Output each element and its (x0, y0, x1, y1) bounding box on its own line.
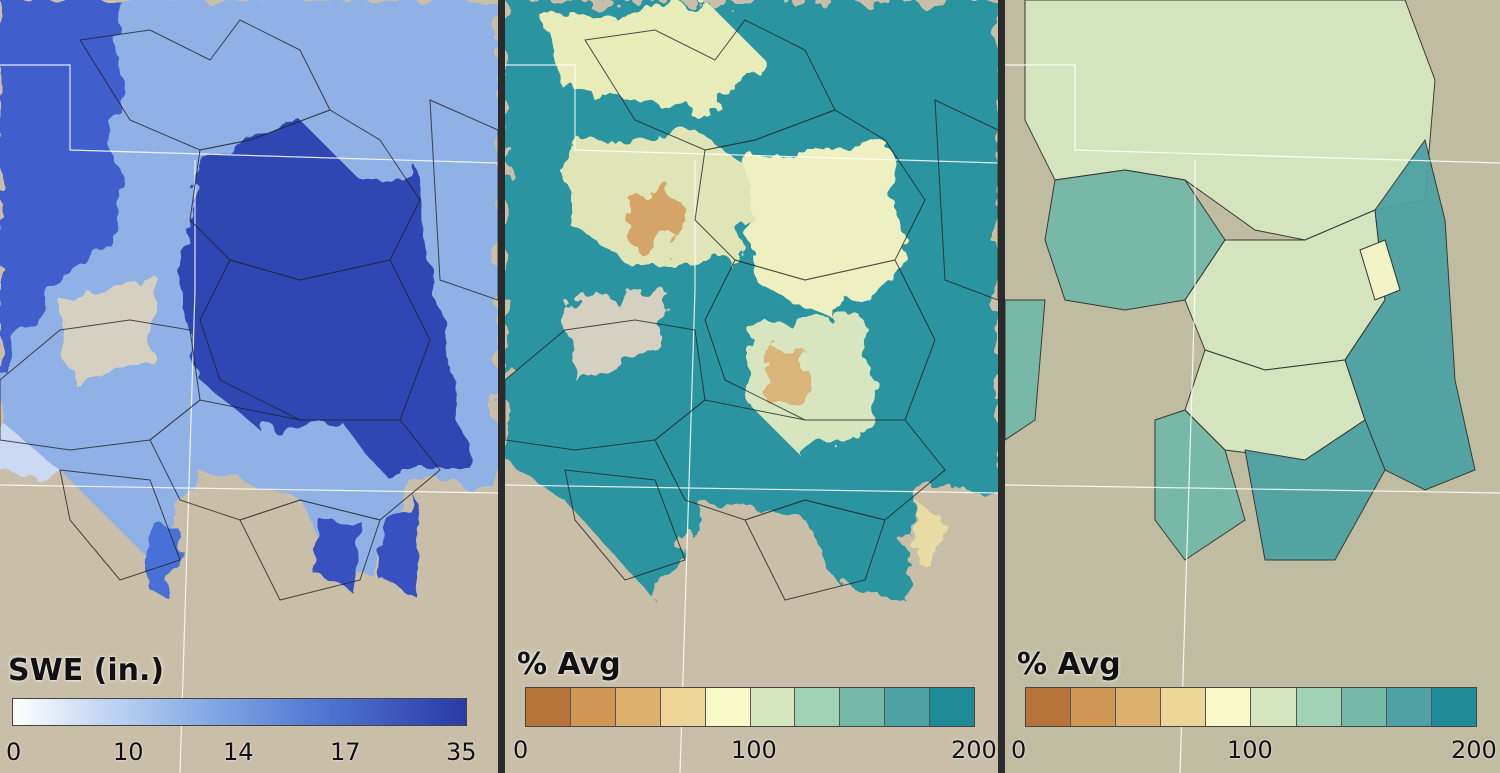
legend-swatch (570, 688, 616, 726)
legend-swatch (705, 688, 751, 726)
basin-boundaries (0, 19, 498, 601)
legend-swatch (615, 688, 661, 726)
swe-gradient-colorbar (12, 698, 467, 726)
percent-average-coverage (505, 0, 998, 600)
legend-swatch (1431, 688, 1476, 726)
swe-map (0, 0, 498, 773)
legend-swatch (1071, 688, 1117, 726)
percent-average-basin-panel: % Avg 0 100 200 (1005, 0, 1500, 773)
percent-average-grid-map (505, 0, 998, 773)
legend-title: SWE (in.) (8, 653, 165, 688)
legend-tick-label: 100 (1227, 736, 1273, 764)
legend-tick-label: 100 (731, 736, 777, 764)
legend-tick-label: 0 (513, 736, 529, 764)
legend-swatch (1341, 688, 1387, 726)
legend-swatch (930, 688, 975, 726)
legend-swatch (840, 688, 886, 726)
legend-swatch (750, 688, 796, 726)
legend-swatch (1026, 688, 1072, 726)
legend-title: % Avg (1017, 647, 1121, 682)
state-boundaries (505, 64, 998, 773)
legend-swatch (1386, 688, 1432, 726)
legend-title: % Avg (517, 647, 621, 682)
legend-tick-label: 200 (951, 736, 997, 764)
swe-map-panel: SWE (in.) 0 10 14 17 35 (0, 0, 498, 773)
state-boundaries (0, 64, 498, 773)
legend-swatch (1116, 688, 1162, 726)
legend-swatch (1296, 688, 1342, 726)
legend-tick-label: 14 (223, 738, 254, 766)
basin-polygons (1005, 0, 1476, 561)
swe-coverage (0, 0, 498, 600)
state-boundaries (1005, 64, 1500, 773)
legend-tick-label: 0 (6, 738, 22, 766)
percent-average-colorbar-grid (525, 687, 975, 727)
basin-boundaries (505, 19, 998, 601)
legend-swatch (1206, 688, 1252, 726)
legend-swatch (885, 688, 931, 726)
percent-average-colorbar-basin (1025, 687, 1477, 727)
legend-swatch (1161, 688, 1207, 726)
legend-tick-label: 0 (1011, 736, 1027, 764)
percent-average-basin-map (1005, 0, 1500, 773)
legend-tick-label: 35 (446, 738, 477, 766)
legend-tick-label: 200 (1451, 736, 1497, 764)
legend-swatch (795, 688, 841, 726)
percent-average-grid-panel: % Avg 0 100 200 (505, 0, 998, 773)
legend-tick-label: 10 (113, 738, 144, 766)
legend-swatch (1251, 688, 1297, 726)
legend-swatch (660, 688, 706, 726)
legend-swatch (526, 688, 571, 726)
legend-tick-label: 17 (330, 738, 361, 766)
